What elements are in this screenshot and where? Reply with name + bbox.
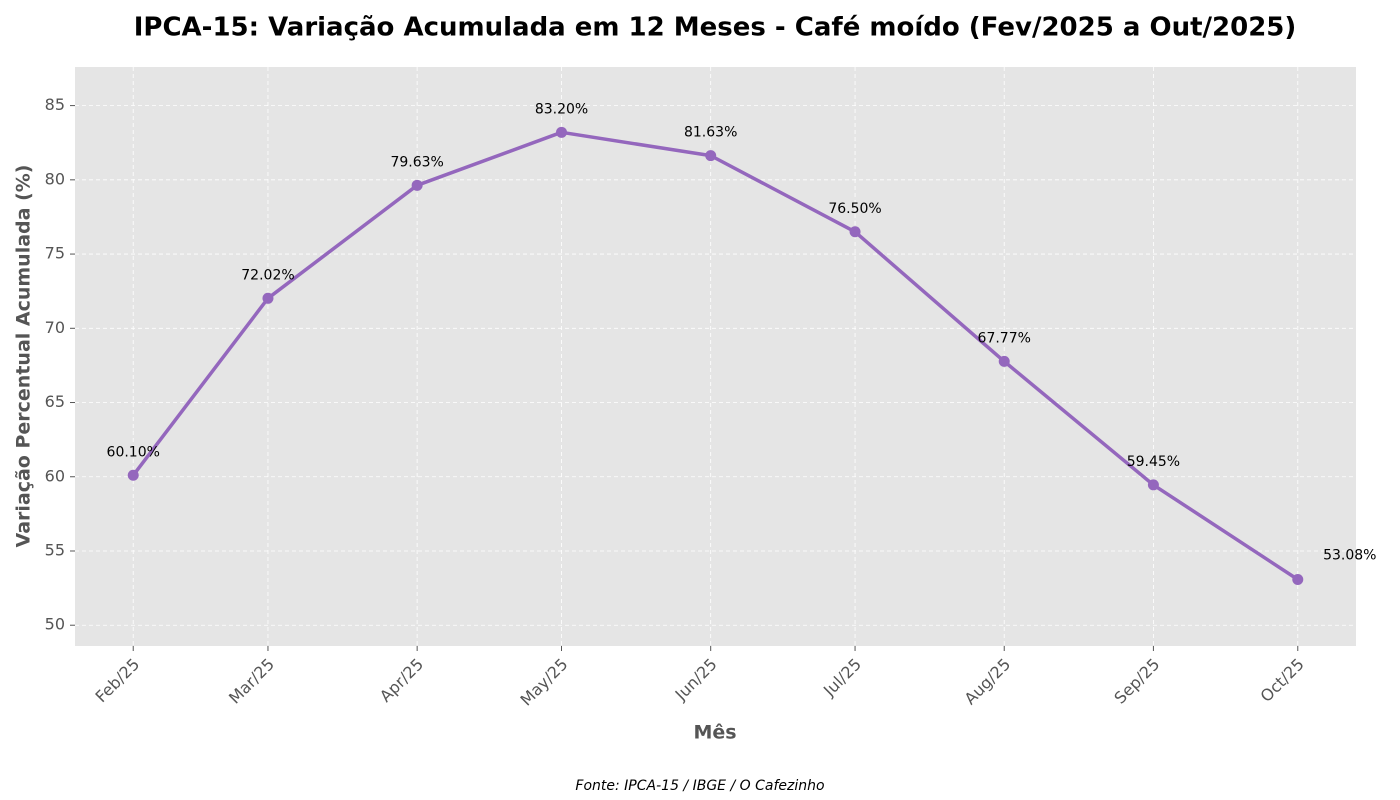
data-point [849, 226, 861, 238]
data-point [705, 150, 717, 162]
y-tick-label: 65 [45, 392, 65, 411]
data-label: 81.63% [684, 125, 737, 141]
data-point [411, 179, 423, 191]
x-tick-label: Mar/25 [225, 655, 278, 708]
x-tick-label: Jun/25 [671, 655, 721, 705]
data-label: 76.50% [828, 201, 881, 217]
chart-title: IPCA-15: Variação Acumulada em 12 Meses … [134, 13, 1297, 43]
plot-area [75, 67, 1356, 646]
y-tick-label: 55 [45, 540, 65, 559]
x-axis-label: Mês [693, 722, 736, 744]
data-label: 72.02% [241, 267, 294, 283]
y-tick-label: 50 [45, 615, 65, 634]
x-tick-label: Jul/25 [819, 655, 865, 701]
x-tick-label: Oct/25 [1257, 655, 1308, 706]
data-point [998, 355, 1010, 367]
data-point [1147, 479, 1159, 491]
x-tick-label: Feb/25 [92, 655, 144, 707]
data-point [127, 469, 139, 481]
x-tick-label: May/25 [516, 655, 571, 710]
data-label: 83.20% [535, 101, 588, 117]
x-tick-label: Apr/25 [376, 655, 427, 706]
data-point [556, 126, 568, 138]
data-label: 79.63% [390, 154, 443, 170]
data-point [262, 292, 274, 304]
data-label: 60.10% [107, 444, 160, 460]
y-tick-label: 80 [45, 169, 65, 188]
source-note: Fonte: IPCA-15 / IBGE / O Cafezinho [575, 778, 824, 794]
y-axis-label: Variação Percentual Acumulada (%) [13, 165, 35, 548]
x-tick-label: Aug/25 [961, 655, 1015, 709]
y-tick-label: 60 [45, 466, 65, 485]
x-tick-label: Sep/25 [1110, 655, 1163, 708]
y-tick-label: 85 [45, 95, 65, 114]
data-label: 59.45% [1127, 454, 1180, 470]
y-tick-label: 70 [45, 318, 65, 337]
y-tick-label: 75 [45, 244, 65, 263]
data-label: 53.08% [1323, 547, 1376, 563]
data-label: 67.77% [978, 330, 1031, 346]
data-point [1292, 573, 1304, 585]
